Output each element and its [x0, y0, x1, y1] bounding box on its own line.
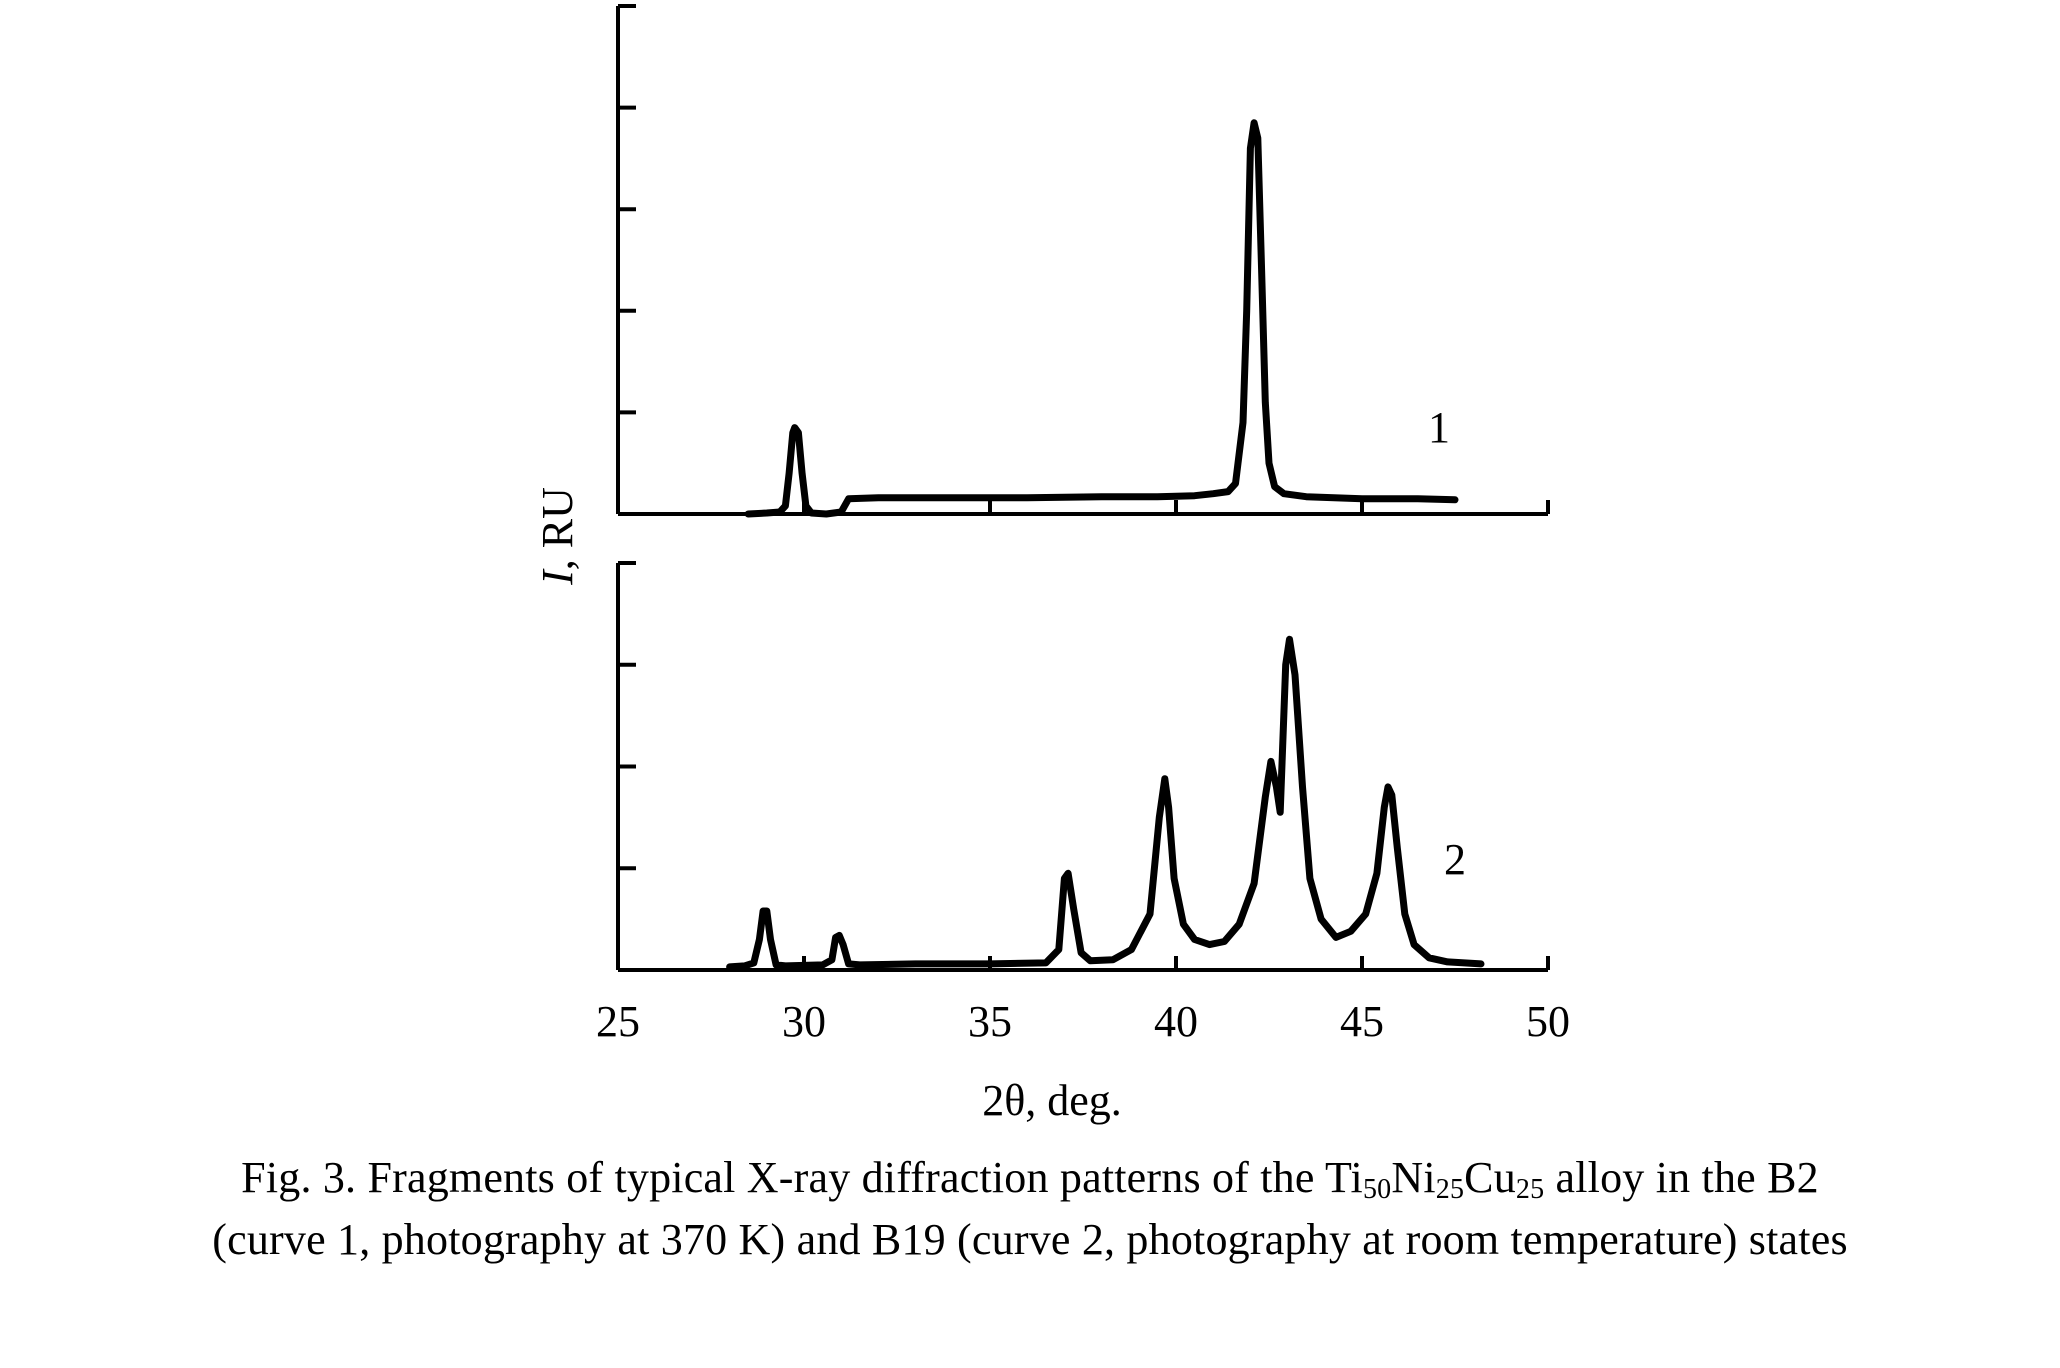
- top-panel: 1: [616, 4, 1550, 518]
- curve-2-label: 2: [1444, 835, 1466, 884]
- caption-line-2: (curve 1, photography at 370 K) and B19 …: [212, 1215, 1848, 1264]
- caption-sub-cu: 25: [1515, 1174, 1545, 1205]
- caption-line-1: Fig. 3. Fragments of typical X-ray diffr…: [0, 1150, 2060, 1206]
- bottom-panel: 2: [616, 561, 1550, 972]
- x-tick-labels: 25 30 35 40 45 50: [596, 997, 1570, 1046]
- x-tick-label: 25: [596, 997, 640, 1046]
- caption-text-end: alloy in the B2: [1544, 1153, 1819, 1202]
- curve-1-label: 1: [1428, 403, 1450, 452]
- bottom-y-ticks: [618, 561, 636, 972]
- x-tick-label: 35: [968, 997, 1012, 1046]
- curve-1-line: [744, 119, 1459, 518]
- y-axis-label: I, RU: [533, 487, 582, 586]
- x-tick-label: 45: [1340, 997, 1384, 1046]
- x-axis-label: 2θ, deg.: [982, 1076, 1122, 1125]
- caption-text-cu: Cu: [1464, 1153, 1516, 1202]
- caption-text-1: Fig. 3. Fragments of typical X-ray diffr…: [241, 1153, 1363, 1202]
- x-tick-label: 30: [782, 997, 826, 1046]
- x-tick-label: 50: [1526, 997, 1570, 1046]
- x-tick-label: 40: [1154, 997, 1198, 1046]
- caption-sub-ti: 50: [1362, 1174, 1392, 1205]
- caption-sub-ni: 25: [1435, 1174, 1465, 1205]
- curve-2-line: [726, 635, 1485, 971]
- y-axis-label-unit: , RU: [533, 487, 582, 570]
- top-y-ticks: [618, 4, 636, 516]
- y-axis-label-italic: I: [533, 568, 582, 586]
- caption-text-ni: Ni: [1391, 1153, 1436, 1202]
